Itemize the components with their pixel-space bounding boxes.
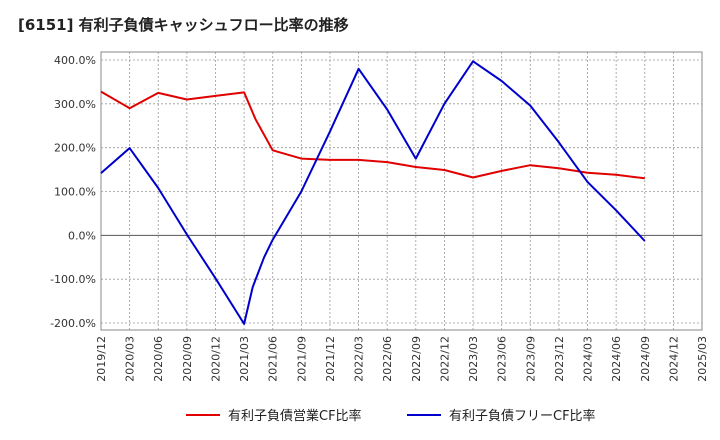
x-tick-label: 2021/03 xyxy=(238,336,251,382)
x-tick-label: 2022/12 xyxy=(438,336,451,382)
y-tick-label: 0.0% xyxy=(68,229,96,242)
plot-area xyxy=(100,51,703,331)
y-tick-label: -200.0% xyxy=(50,317,96,330)
x-tick-label: 2022/09 xyxy=(410,336,423,382)
x-tick-label: 2024/09 xyxy=(639,336,652,382)
x-tick-label: 2023/12 xyxy=(553,336,566,382)
x-tick-label: 2023/06 xyxy=(496,336,509,382)
x-tick-label: 2020/06 xyxy=(152,336,165,382)
x-tick-label: 2021/12 xyxy=(324,336,337,382)
x-tick-label: 2025/03 xyxy=(696,336,709,382)
x-tick-label: 2024/03 xyxy=(582,336,595,382)
x-tick-label: 2021/09 xyxy=(295,336,308,382)
x-tick-label: 2024/12 xyxy=(667,336,680,382)
x-tick-label: 2023/03 xyxy=(467,336,480,382)
legend-label: 有利子負債フリーCF比率 xyxy=(449,408,596,424)
y-tick-label: 100.0% xyxy=(54,186,96,199)
y-tick-label: 300.0% xyxy=(54,98,96,111)
x-tick-label: 2020/09 xyxy=(181,336,194,382)
x-tick-label: 2023/09 xyxy=(524,336,537,382)
x-tick-label: 2024/06 xyxy=(610,336,623,382)
x-tick-label: 2022/03 xyxy=(353,336,366,382)
x-tick-label: 2020/03 xyxy=(124,336,137,382)
y-tick-label: 400.0% xyxy=(54,54,96,67)
x-tick-label: 2021/06 xyxy=(267,336,280,382)
y-tick-label: 200.0% xyxy=(54,142,96,155)
y-tick-label: -100.0% xyxy=(50,273,96,286)
x-tick-label: 2020/12 xyxy=(209,336,222,382)
x-tick-label: 2022/06 xyxy=(381,336,394,382)
chart-title: [6151] 有利子負債キャッシュフロー比率の推移 xyxy=(18,16,349,34)
x-tick-label: 2019/12 xyxy=(95,336,108,382)
series-line-2 xyxy=(100,60,646,325)
legend-label: 有利子負債営業CF比率 xyxy=(228,408,362,424)
